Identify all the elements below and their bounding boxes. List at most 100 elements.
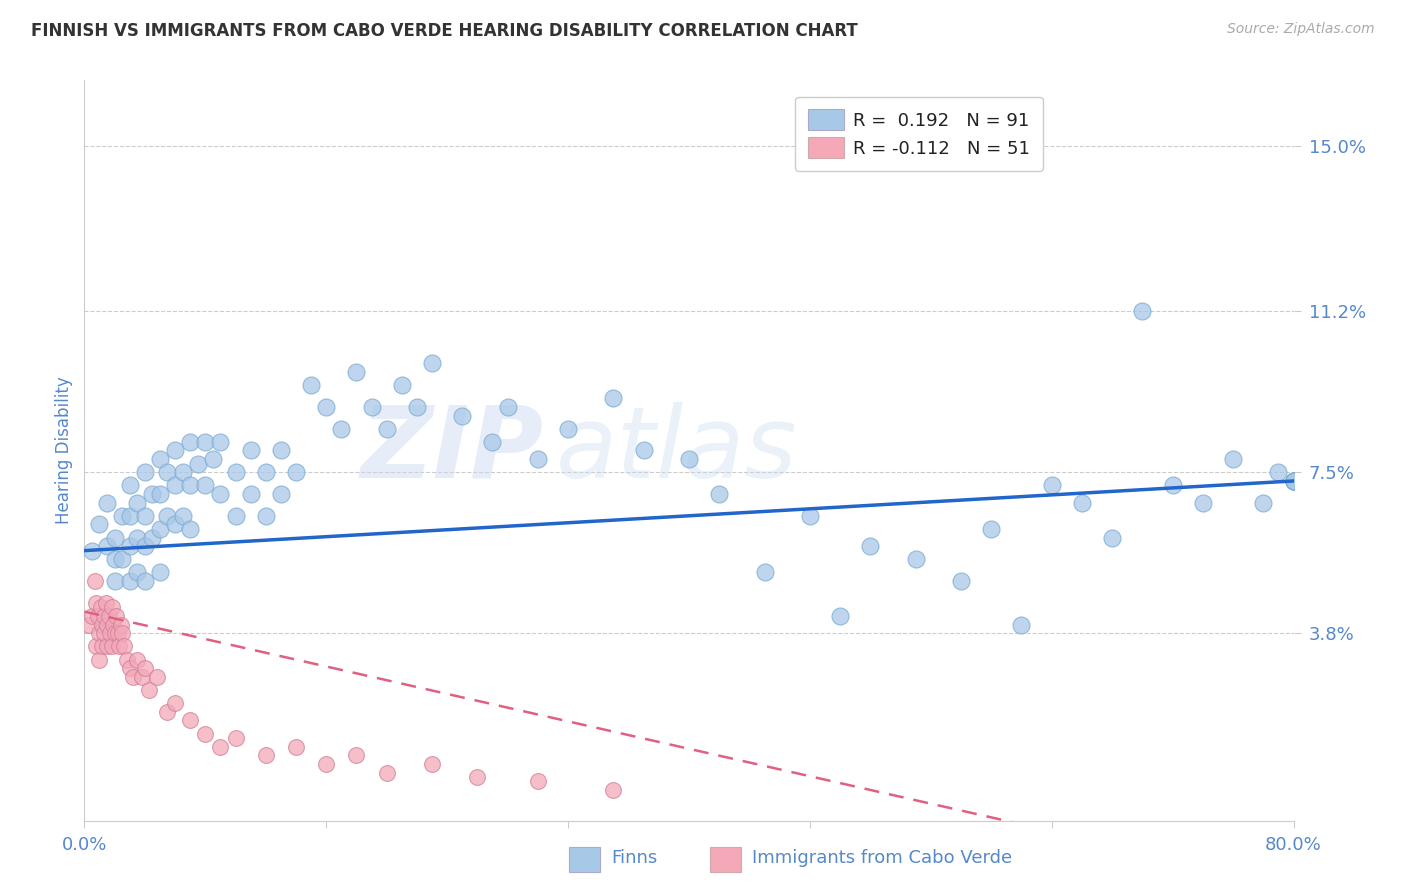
Point (420, 356, 443, 370)
Point (149, 452, 172, 467)
Point (330, 422, 353, 436)
Point (1040, 478, 1063, 492)
Point (678, 452, 700, 467)
Point (527, 452, 550, 467)
Point (299, 378, 322, 392)
Point (254, 465, 277, 479)
Point (156, 508, 179, 523)
Point (201, 452, 224, 467)
Point (375, 422, 398, 436)
Point (138, 683, 160, 698)
Point (111, 626, 134, 640)
Point (127, 652, 149, 666)
Point (1222, 452, 1244, 467)
Point (360, 400, 382, 414)
Text: ZIP: ZIP (361, 402, 544, 499)
Point (118, 478, 141, 492)
Point (84, 574, 107, 588)
Point (94, 596, 117, 610)
Point (179, 714, 201, 728)
Point (1282, 474, 1305, 488)
Text: Immigrants from Cabo Verde: Immigrants from Cabo Verde (752, 849, 1012, 867)
Point (80, 543, 103, 558)
Point (980, 522, 1002, 536)
Text: Finns: Finns (612, 849, 658, 867)
Point (165, 517, 187, 532)
Point (165, 478, 187, 492)
Point (149, 522, 172, 536)
Point (1267, 465, 1289, 479)
Point (1282, 474, 1305, 488)
Point (346, 748, 368, 763)
Point (1101, 531, 1123, 545)
Point (225, 465, 247, 479)
Point (156, 465, 179, 479)
Point (80, 609, 103, 624)
Point (270, 487, 292, 501)
Point (127, 496, 149, 510)
Point (96, 640, 118, 654)
Point (179, 522, 201, 536)
Y-axis label: Hearing Disability: Hearing Disability (55, 376, 73, 524)
Point (179, 434, 201, 449)
Point (121, 670, 143, 684)
Point (602, 391, 624, 405)
Point (127, 566, 149, 580)
Point (1161, 478, 1184, 492)
Text: FINNISH VS IMMIGRANTS FROM CABO VERDE HEARING DISABILITY CORRELATION CHART: FINNISH VS IMMIGRANTS FROM CABO VERDE HE… (31, 22, 858, 40)
Point (527, 774, 550, 789)
Point (149, 487, 172, 501)
Point (96, 617, 118, 632)
Point (194, 726, 217, 740)
Point (100, 640, 122, 654)
Point (118, 661, 141, 675)
Point (118, 574, 141, 588)
Point (239, 487, 262, 501)
Point (127, 531, 149, 545)
Point (118, 539, 141, 553)
Point (187, 457, 209, 471)
Point (179, 478, 201, 492)
Point (104, 626, 127, 640)
Point (165, 696, 187, 710)
Point (420, 757, 443, 772)
Point (709, 487, 731, 501)
Point (285, 739, 308, 754)
Point (93, 609, 115, 624)
Point (254, 508, 277, 523)
Point (97, 609, 120, 624)
Point (406, 400, 429, 414)
Point (156, 705, 179, 719)
Point (375, 765, 398, 780)
Point (141, 487, 163, 501)
Point (346, 365, 368, 379)
Point (112, 640, 135, 654)
Point (172, 508, 194, 523)
Point (111, 552, 134, 566)
Point (149, 566, 172, 580)
Point (225, 508, 247, 523)
Point (391, 378, 413, 392)
Point (225, 731, 247, 745)
Point (89, 652, 111, 666)
Point (799, 508, 821, 523)
Point (107, 626, 129, 640)
Point (602, 783, 624, 797)
Point (194, 434, 217, 449)
Point (1253, 496, 1275, 510)
Point (100, 600, 122, 615)
Point (86, 596, 108, 610)
Point (285, 465, 308, 479)
Point (111, 508, 134, 523)
Point (134, 574, 156, 588)
Point (105, 609, 128, 624)
Point (101, 617, 124, 632)
Point (93, 626, 115, 640)
Point (118, 508, 141, 523)
Text: atlas: atlas (555, 402, 797, 499)
Point (1192, 496, 1215, 510)
Point (96, 539, 118, 553)
Point (467, 770, 489, 784)
Point (557, 422, 579, 436)
Point (496, 400, 519, 414)
